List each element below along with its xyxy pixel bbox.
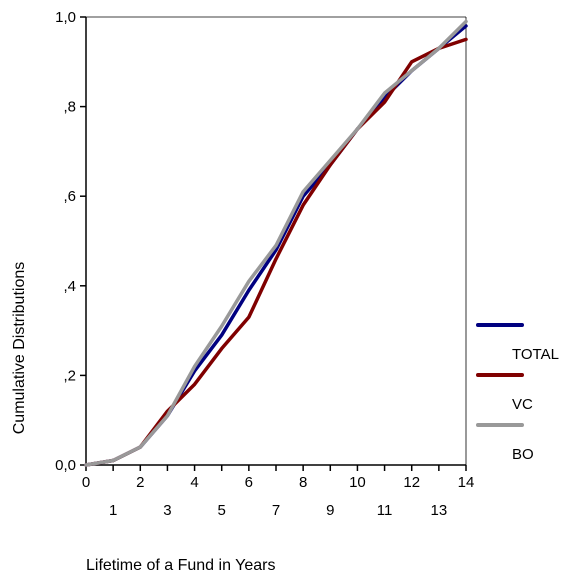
x-tick-label: 8 (299, 474, 307, 491)
x-tick-label: 12 (403, 474, 420, 491)
x-tick-label: 3 (163, 502, 171, 519)
series-layer (84, 19, 468, 467)
x-tick-label: 5 (218, 502, 226, 519)
y-axis-title: Cumulative Distributions (11, 262, 28, 435)
y-tick-label: ,8 (63, 99, 76, 116)
x-tick-label: 10 (349, 474, 366, 491)
x-tick-label: 14 (458, 474, 475, 491)
x-tick-label: 11 (377, 502, 393, 519)
x-tick-label: 7 (272, 502, 280, 519)
x-tick-label: 1 (109, 502, 117, 519)
y-axis: 0,0 ,2 ,4 ,6 ,8 1,0 (55, 9, 86, 474)
x-tick-label: 4 (190, 474, 198, 491)
x-tick-label: 9 (326, 502, 334, 519)
legend: TOTAL VC BO (476, 323, 559, 463)
x-tick-label: 6 (245, 474, 253, 491)
y-tick-label: 1,0 (55, 9, 76, 26)
x-tick-label: 13 (431, 502, 448, 519)
y-tick-label: ,6 (63, 188, 76, 205)
x-tick-label: 2 (136, 474, 144, 491)
plot-area (85, 16, 467, 466)
y-tick-label: ,4 (63, 278, 76, 295)
x-tick-label: 0 (82, 474, 90, 491)
x-axis-title: Lifetime of a Fund in Years (86, 557, 275, 574)
legend-label-bo: BO (512, 446, 534, 463)
series-line-bo (84, 19, 468, 467)
y-tick-label: 0,0 (55, 457, 76, 474)
legend-label-total: TOTAL (512, 346, 559, 363)
legend-label-vc: VC (512, 396, 533, 413)
y-tick-label: ,2 (63, 367, 76, 384)
